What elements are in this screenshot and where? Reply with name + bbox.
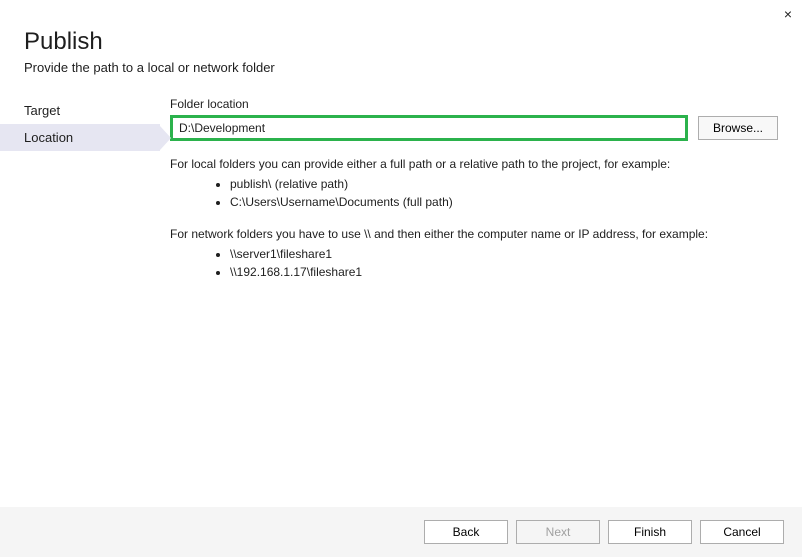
help-network-list: \\server1\fileshare1 \\192.168.1.17\file… — [170, 245, 778, 281]
help-local-intro: For local folders you can provide either… — [170, 155, 778, 173]
cancel-button[interactable]: Cancel — [700, 520, 784, 544]
sidebar-item-label: Location — [24, 130, 73, 145]
folder-location-input[interactable] — [173, 118, 685, 138]
folder-location-label: Folder location — [170, 97, 778, 111]
wizard-sidebar: Target Location — [0, 97, 160, 151]
sidebar-item-location[interactable]: Location — [0, 124, 160, 151]
help-local-list: publish\ (relative path) C:\Users\Userna… — [170, 175, 778, 211]
publish-dialog: × Publish Provide the path to a local or… — [0, 0, 802, 557]
dialog-subtitle: Provide the path to a local or network f… — [24, 60, 802, 75]
list-item: C:\Users\Username\Documents (full path) — [230, 193, 778, 211]
list-item: \\192.168.1.17\fileshare1 — [230, 263, 778, 281]
list-item: \\server1\fileshare1 — [230, 245, 778, 263]
list-item: publish\ (relative path) — [230, 175, 778, 193]
close-icon[interactable]: × — [784, 6, 792, 22]
sidebar-item-target[interactable]: Target — [0, 97, 160, 124]
finish-button[interactable]: Finish — [608, 520, 692, 544]
dialog-header: Publish Provide the path to a local or n… — [0, 0, 802, 75]
dialog-body: Target Location Folder location Browse..… — [0, 97, 802, 281]
folder-input-highlight — [170, 115, 688, 141]
wizard-main: Folder location Browse... For local fold… — [170, 97, 802, 281]
folder-location-row: Browse... — [170, 115, 778, 141]
back-button[interactable]: Back — [424, 520, 508, 544]
dialog-title: Publish — [24, 28, 802, 56]
help-text: For local folders you can provide either… — [170, 155, 778, 281]
next-button: Next — [516, 520, 600, 544]
dialog-footer: Back Next Finish Cancel — [0, 507, 802, 557]
browse-button[interactable]: Browse... — [698, 116, 778, 140]
sidebar-item-label: Target — [24, 103, 60, 118]
help-network-intro: For network folders you have to use \\ a… — [170, 225, 778, 243]
